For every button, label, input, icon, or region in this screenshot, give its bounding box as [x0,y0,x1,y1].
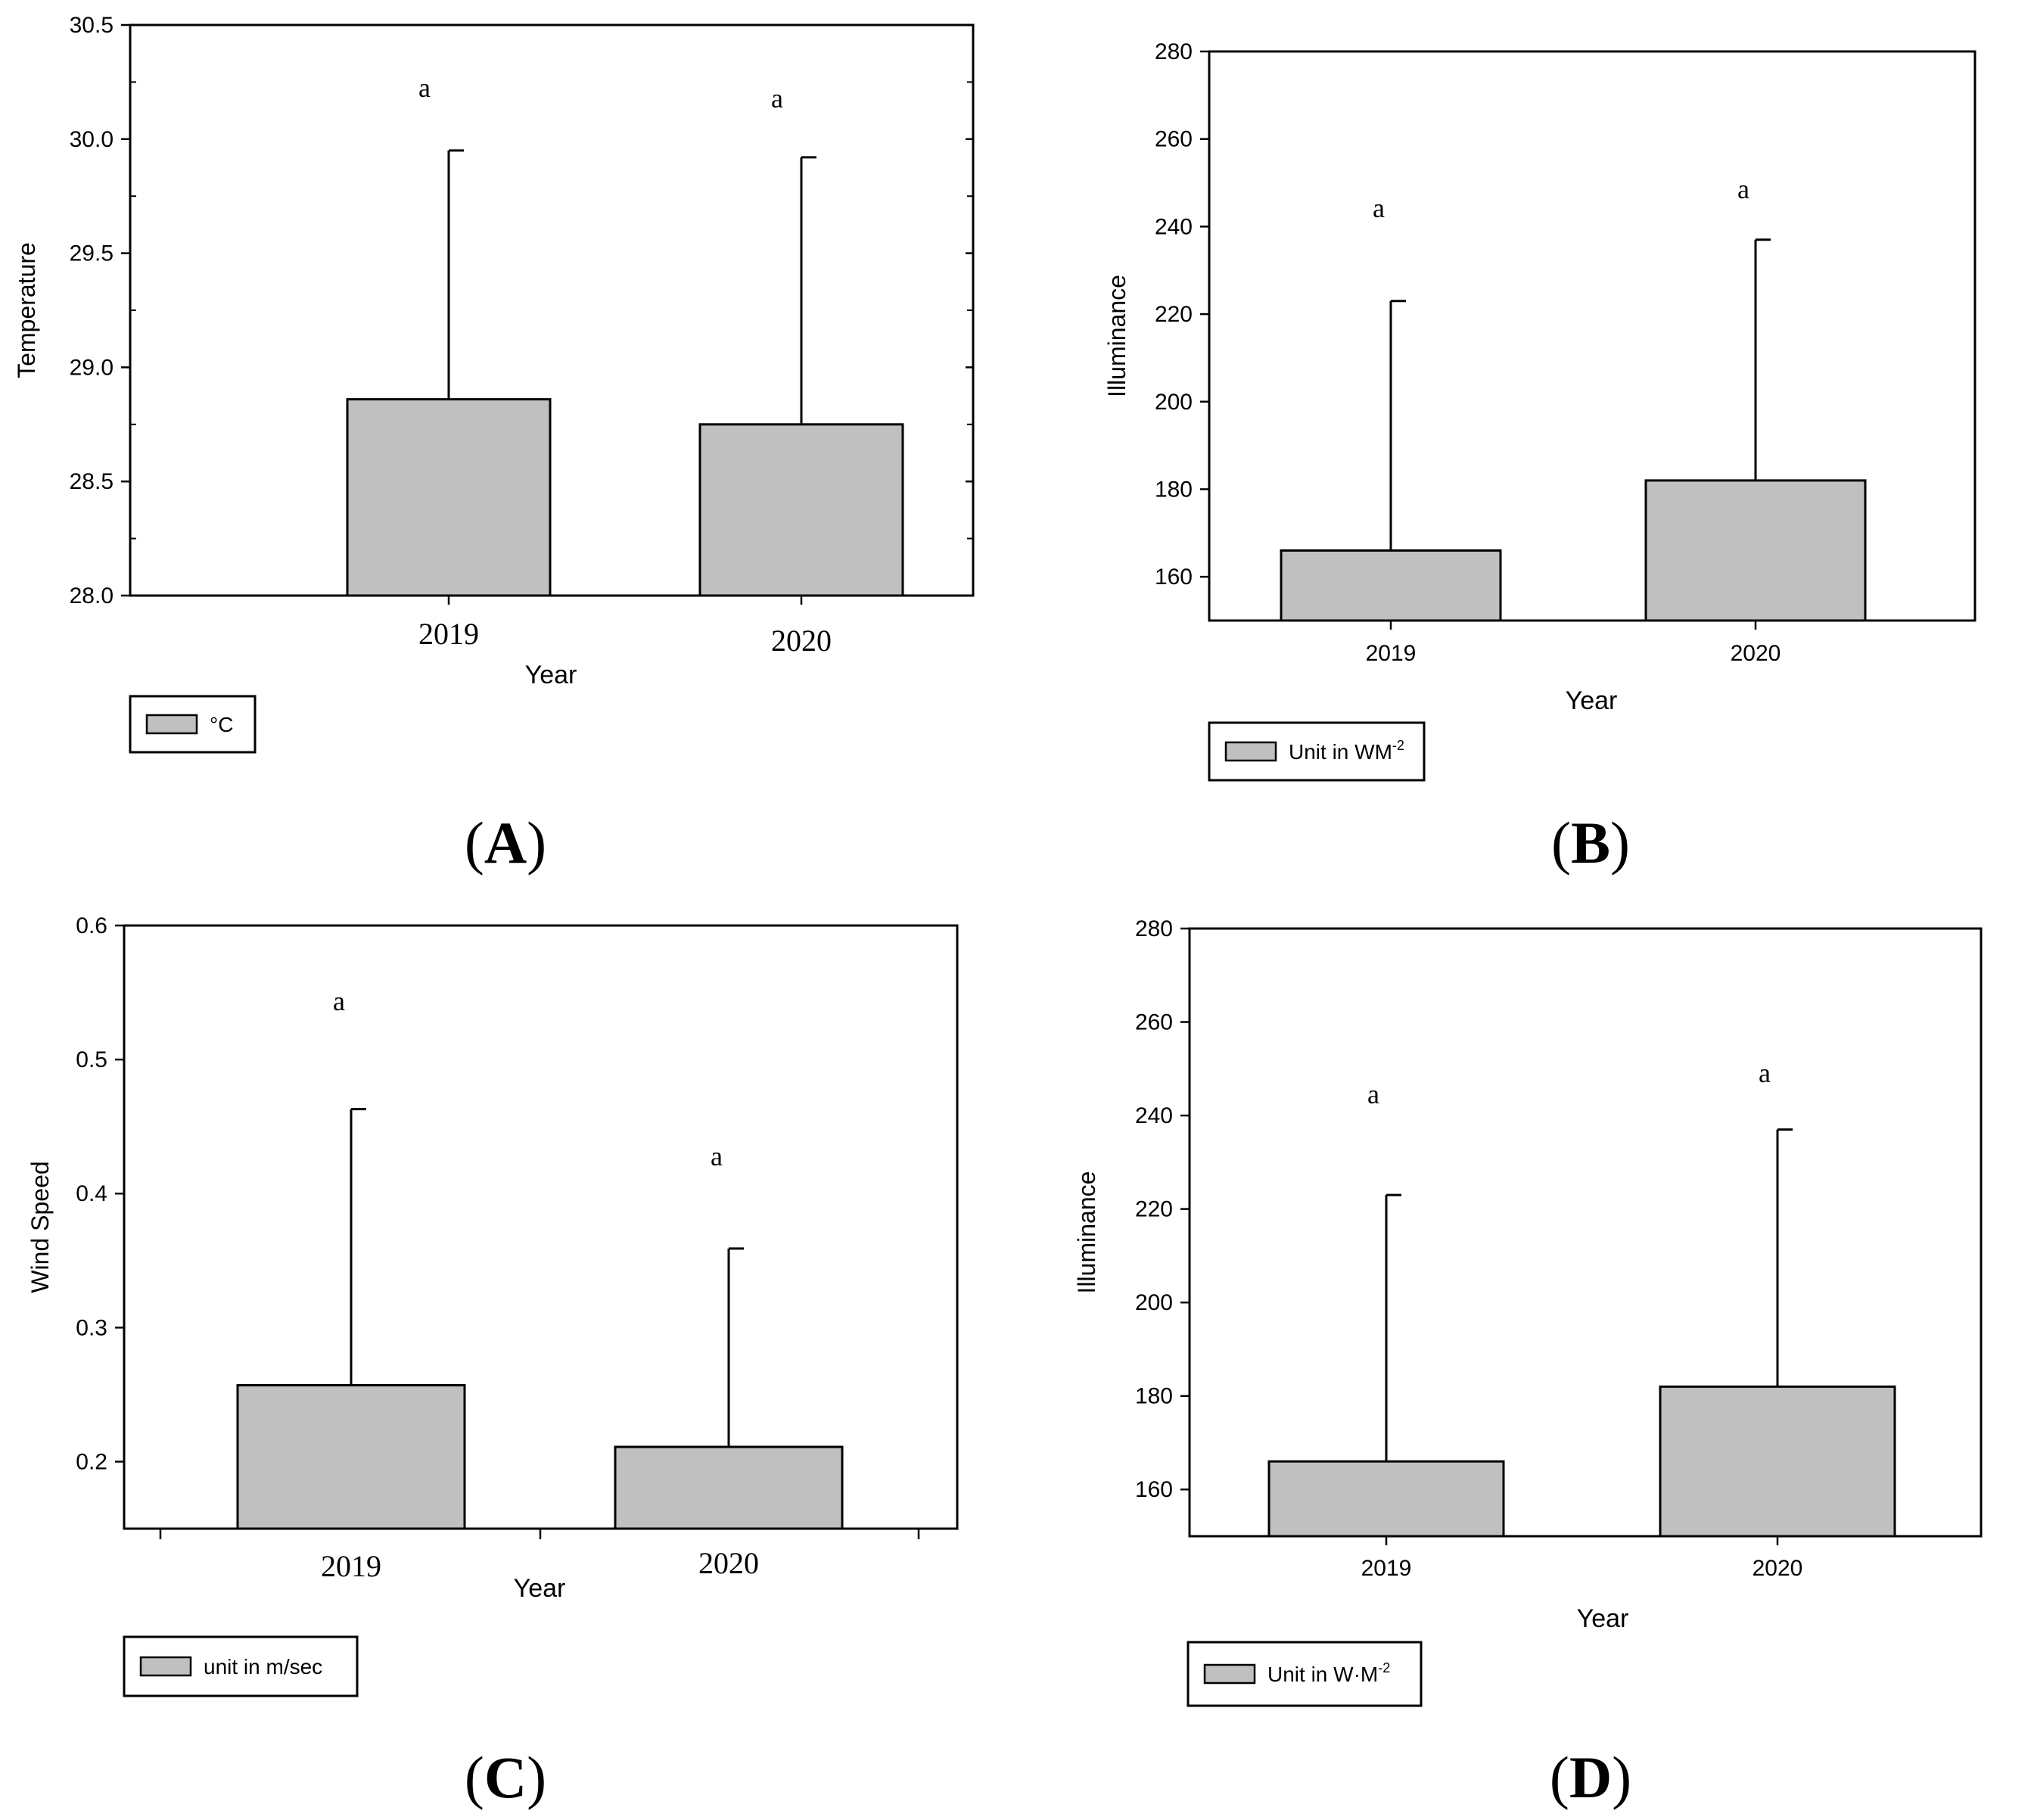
plot-frame [1188,927,1983,1538]
legend-label-text: Unit in W·M [1267,1663,1378,1686]
chart-panel-d: 160 180 200 220 240 260 280 2019 a 2020 a Illuminan… [1073,916,1983,1810]
significance-letter: a [1759,1058,1771,1088]
x-category-label: 2019 [1366,641,1417,666]
bar-2019 [346,398,552,597]
legend: unit in m/sec [123,1635,359,1697]
legend-superscript: -2 [1392,738,1404,753]
significance-letter: a [418,73,431,103]
y-axis-label: Wind Speed [26,1161,54,1293]
panel-label-letter: C [484,1744,527,1810]
significance-letter: a [711,1141,723,1171]
panel-label-open-paren: ( [465,810,484,876]
legend-label: Unit in W·M-2 [1267,1660,1390,1686]
legend-swatch [139,1656,192,1677]
significance-letter: a [333,986,345,1016]
plot-frame [1208,50,1976,622]
legend-label: Unit in WM-2 [1289,738,1404,764]
y-tick-label: 160 [1135,1477,1173,1502]
legend-label: unit in m/sec [204,1655,322,1678]
bar-2020 [1644,479,1867,622]
y-tick-label: 200 [1135,1290,1173,1315]
significance-letter: a [771,83,783,114]
panel-label-close-paren: ) [527,1744,546,1810]
y-tick-label: 180 [1135,1384,1173,1409]
panel-label-open-paren: ( [1550,1744,1569,1810]
y-tick-label: 260 [1155,127,1193,152]
x-axis-label: Year [514,1574,566,1603]
bar-2020 [698,423,904,597]
legend-swatch [145,714,198,735]
y-tick-label: 220 [1155,302,1193,327]
y-tick-label: 0.3 [76,1315,107,1340]
chart-panel-c: 0.2 0.3 0.4 0.5 0.6 2019 a 2020 a Wind Speed Year u… [26,913,959,1810]
y-tick-label: 280 [1135,916,1173,941]
chart-panel-a: 28.0 28.5 29.0 29.5 30.0 30.5 2019 a 2020 a Temper… [13,13,975,876]
panel-label-close-paren: ) [1612,1744,1631,1810]
y-tick-label: 220 [1135,1197,1173,1222]
panel-label-letter: D [1569,1744,1612,1810]
bar-2019 [1280,549,1502,622]
legend: Unit in WM-2 [1208,721,1426,782]
y-tick-label: 260 [1135,1010,1173,1035]
x-category-label: 2019 [418,617,479,651]
y-tick-label: 29.5 [70,241,114,266]
x-category-label: 2020 [698,1546,759,1580]
panel-label-letter: B [1571,810,1610,876]
bar-2019 [1267,1460,1505,1538]
y-tick-label: 28.5 [70,469,114,494]
legend-swatch [1224,741,1277,762]
x-category-label: 2019 [321,1549,381,1583]
panel-label-close-paren: ) [527,810,546,876]
y-tick-label: 200 [1155,390,1193,415]
bar-2020 [1659,1385,1896,1538]
panel-label-close-paren: ) [1610,810,1630,876]
panel-label: (A) [465,810,546,876]
x-category-label: 2020 [1731,641,1781,666]
panel-label: (B) [1551,810,1630,876]
x-category-label: 2019 [1361,1556,1412,1581]
y-tick-label: 280 [1155,39,1193,64]
x-axis-label: Year [1577,1604,1629,1633]
y-tick-label: 0.4 [76,1181,107,1206]
legend-superscript: -2 [1378,1660,1390,1675]
x-category-label: 2020 [1753,1556,1803,1581]
chart-panel-b: 160 180 200 220 240 260 280 2019 a 2020 a Illuminan… [1103,39,1976,876]
legend-swatch [1203,1663,1256,1685]
panel-label-open-paren: ( [1551,810,1571,876]
y-tick-label: 29.0 [70,355,114,380]
x-axis-label: Year [525,661,577,689]
y-tick-label: 0.5 [76,1047,107,1072]
panel-label-open-paren: ( [465,1744,484,1810]
y-tick-label: 28.0 [70,583,114,608]
y-tick-label: 240 [1135,1103,1173,1128]
legend-label-text: unit in m/sec [204,1655,322,1678]
y-tick-label: 240 [1155,214,1193,239]
legend: Unit in W·M-2 [1186,1641,1423,1707]
y-axis-label: Illuminance [1103,275,1131,397]
y-tick-label: 0.6 [76,913,107,938]
y-tick-label: 30.5 [70,13,114,38]
legend-label-text: Unit in WM [1289,740,1392,764]
panel-label-letter: A [484,810,527,876]
y-tick-label: 30.0 [70,127,114,152]
legend: °C [129,695,257,754]
panel-label: (C) [465,1744,546,1810]
significance-letter: a [1373,193,1385,223]
x-category-label: 2020 [771,624,832,658]
significance-letter: a [1737,174,1749,204]
panel-label: (D) [1550,1744,1631,1810]
bar-2019 [236,1383,466,1530]
bar-2020 [614,1445,844,1530]
legend-label: °C [210,713,233,736]
y-tick-label: 0.2 [76,1449,107,1474]
significance-letter: a [1367,1079,1379,1109]
y-tick-label: 160 [1155,565,1193,590]
x-axis-label: Year [1566,686,1618,715]
y-axis-label: Temperature [13,242,40,378]
y-tick-label: 180 [1155,477,1193,502]
y-axis-label: Illuminance [1073,1171,1100,1294]
legend-label-text: °C [210,713,233,736]
